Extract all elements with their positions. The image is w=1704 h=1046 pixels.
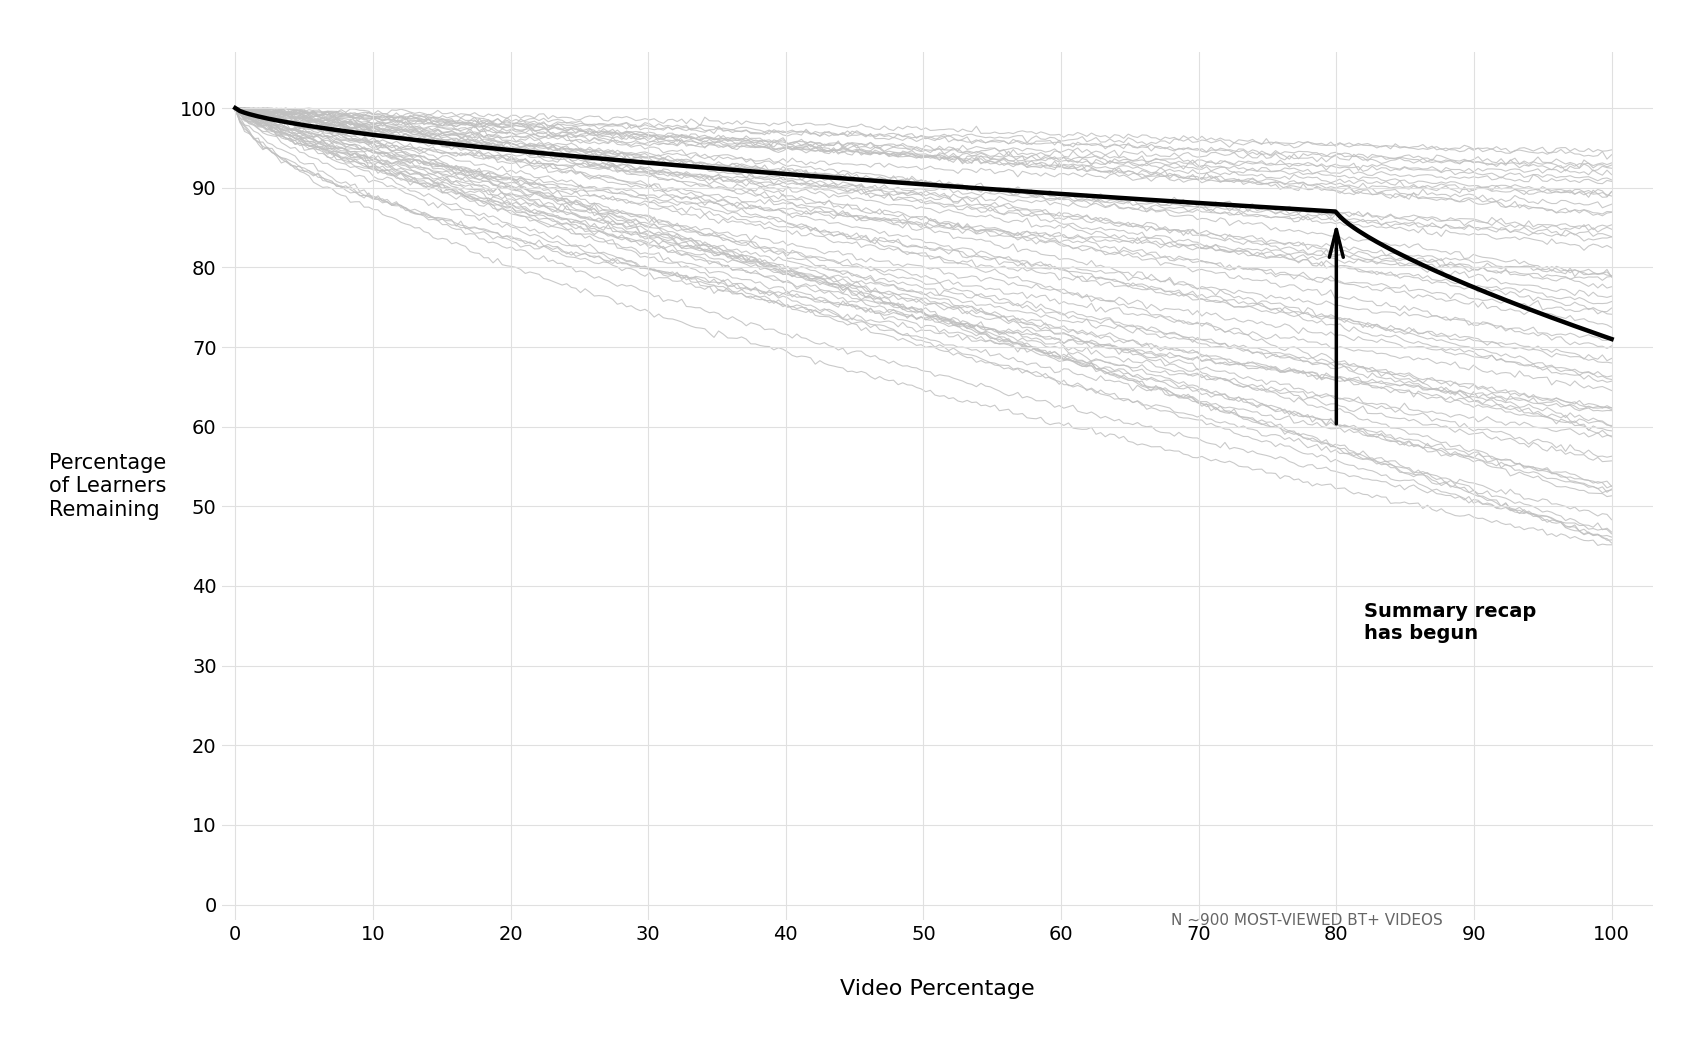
Text: Summary recap
has begun: Summary recap has begun xyxy=(1363,601,1535,643)
X-axis label: Video Percentage: Video Percentage xyxy=(840,979,1034,999)
Text: N ~900 MOST-VIEWED BT+ VIDEOS: N ~900 MOST-VIEWED BT+ VIDEOS xyxy=(1171,912,1443,928)
Y-axis label: Percentage
of Learners
Remaining: Percentage of Learners Remaining xyxy=(48,453,165,520)
